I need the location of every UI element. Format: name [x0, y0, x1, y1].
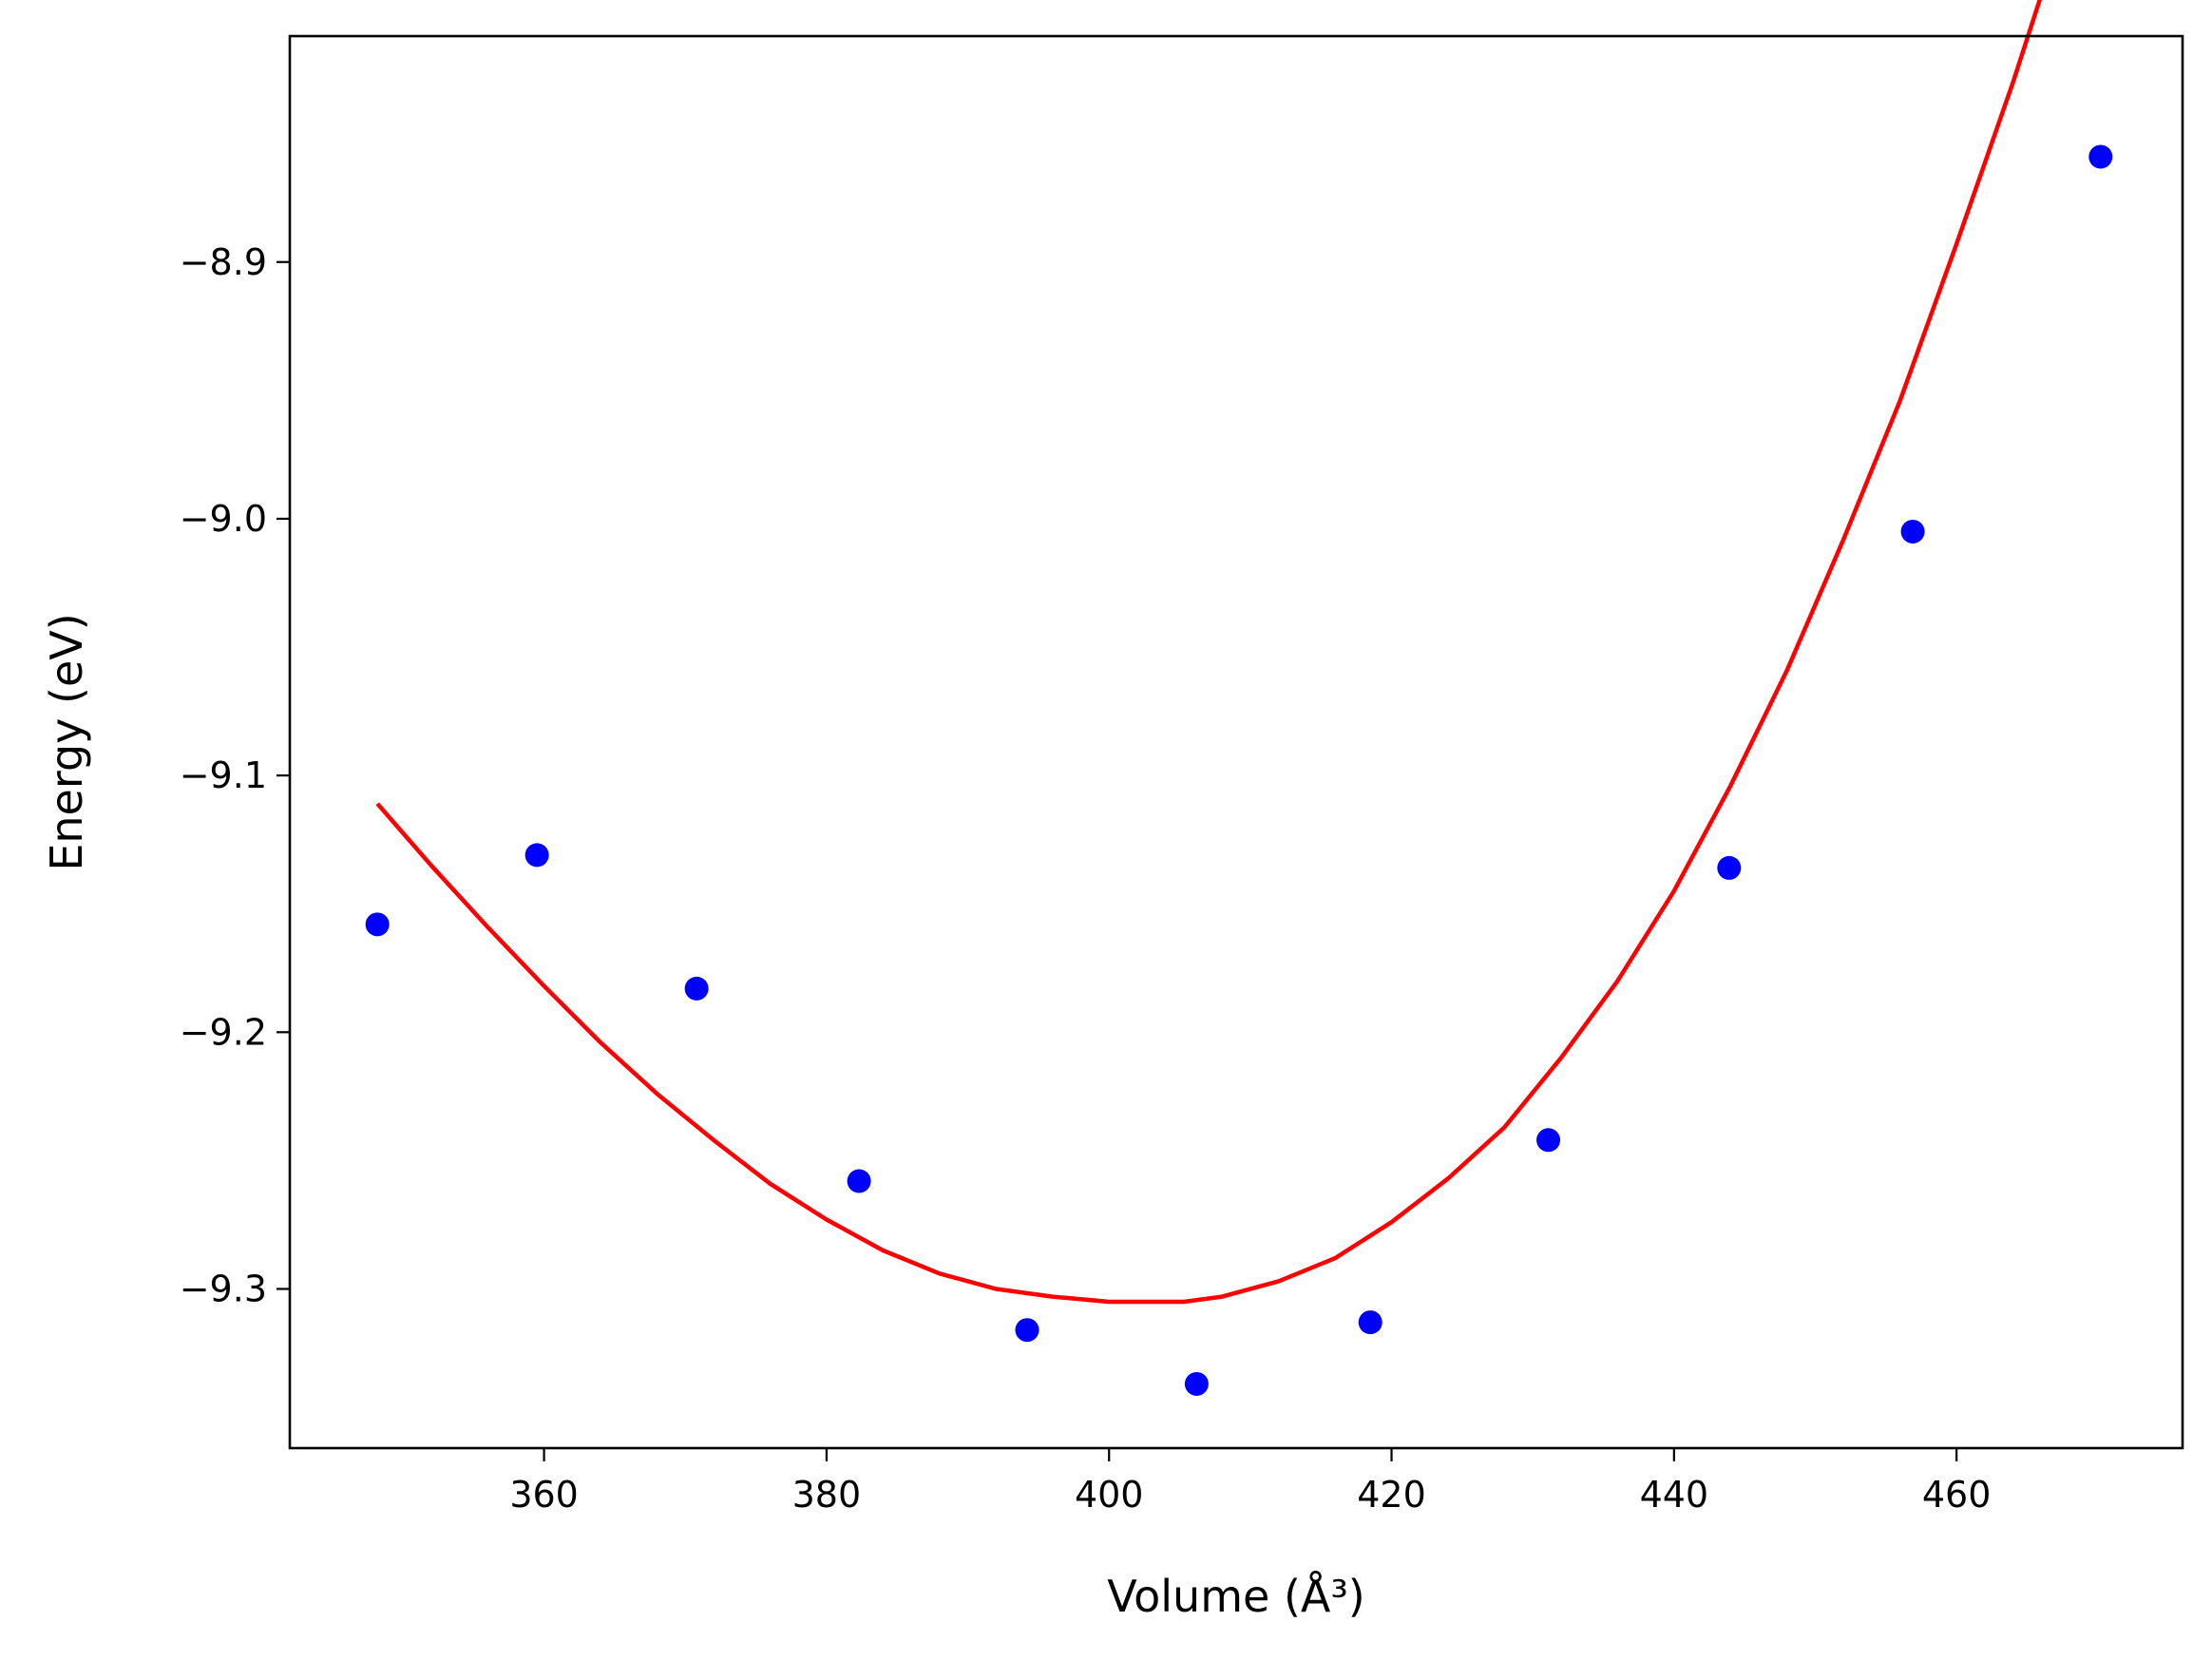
x-tick-label: 400 [1075, 1474, 1144, 1516]
y-axis-label: Energy (eV) [41, 613, 92, 870]
data-point [365, 912, 390, 937]
data-point [1358, 1310, 1382, 1335]
y-tick-label: −9.3 [180, 1268, 267, 1309]
data-point [1900, 519, 1925, 544]
y-tick-label: −9.0 [180, 498, 267, 540]
y-tick-label: −9.1 [180, 754, 267, 796]
axes-frame [288, 34, 2184, 1450]
data-point [1184, 1371, 1209, 1396]
x-axis-label: Volume (Å³) [1107, 1571, 1365, 1622]
data-point [1536, 1128, 1561, 1153]
data-point [847, 1169, 871, 1193]
data-point [524, 843, 549, 868]
data-point [1717, 855, 1742, 880]
plot-area [365, 0, 2113, 1396]
x-axis-ticks: 360 380 400 420 440 460 [509, 1448, 1991, 1516]
data-point [2088, 144, 2113, 169]
x-tick-label: 360 [509, 1474, 579, 1516]
data-point [684, 976, 709, 1001]
y-axis-ticks: −8.9 −9.0 −9.1 −9.2 −9.3 [180, 241, 290, 1309]
fit-curve [375, 0, 2043, 1305]
y-tick-label: −9.2 [180, 1011, 267, 1053]
data-point [1015, 1318, 1039, 1343]
y-tick-label: −8.9 [180, 241, 267, 283]
x-tick-label: 440 [1640, 1474, 1709, 1516]
x-tick-label: 460 [1922, 1474, 1992, 1516]
x-tick-label: 420 [1357, 1474, 1426, 1516]
x-tick-label: 380 [792, 1474, 862, 1516]
